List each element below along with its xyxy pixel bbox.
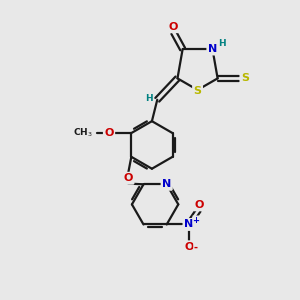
Text: N: N	[184, 220, 193, 230]
Text: -: -	[193, 242, 197, 252]
Text: S: S	[241, 74, 249, 83]
Text: O: O	[104, 128, 114, 138]
Text: O: O	[194, 200, 204, 210]
Text: N: N	[208, 44, 217, 54]
Text: H: H	[218, 39, 226, 48]
Text: O: O	[184, 242, 194, 252]
Text: S: S	[194, 85, 202, 96]
Text: N: N	[162, 179, 171, 189]
Text: O: O	[169, 22, 178, 32]
Text: +: +	[193, 215, 200, 224]
Text: CH$_3$: CH$_3$	[73, 127, 93, 139]
Text: O: O	[124, 173, 133, 183]
Text: H: H	[145, 94, 153, 103]
